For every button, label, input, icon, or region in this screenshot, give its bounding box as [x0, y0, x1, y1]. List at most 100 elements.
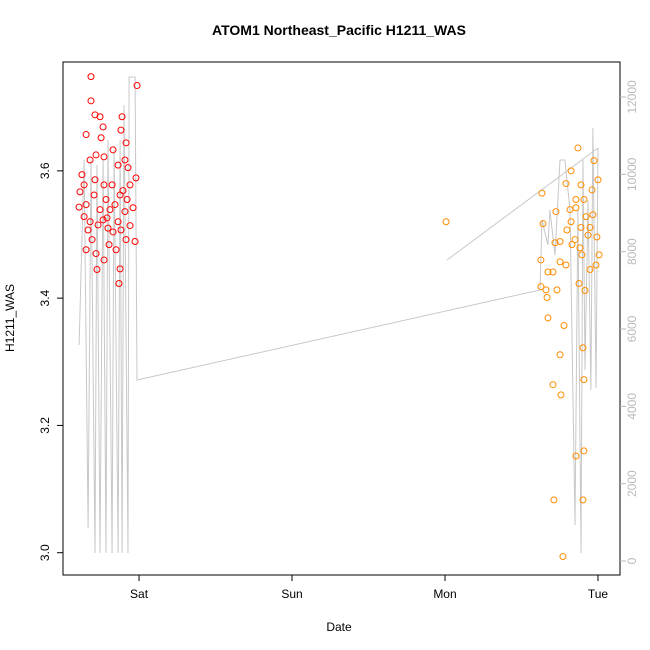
- point: [556, 351, 564, 359]
- point: [114, 161, 122, 169]
- point: [595, 251, 603, 259]
- point: [588, 186, 596, 194]
- point: [94, 221, 102, 229]
- point: [121, 156, 129, 164]
- point: [121, 208, 129, 216]
- point: [544, 268, 552, 276]
- point: [82, 246, 90, 254]
- point: [577, 181, 585, 189]
- y-tick-label: 3.6: [38, 162, 52, 179]
- point: [100, 256, 108, 264]
- point: [563, 226, 571, 234]
- point: [579, 496, 587, 504]
- point: [537, 256, 545, 264]
- point: [78, 171, 86, 179]
- point: [572, 204, 580, 212]
- point: [117, 126, 125, 134]
- point: [86, 218, 94, 226]
- point: [126, 222, 134, 230]
- point: [102, 195, 110, 203]
- point: [556, 258, 564, 266]
- plot-frame: [62, 61, 621, 576]
- point: [132, 174, 140, 182]
- point: [91, 176, 99, 184]
- point: [556, 237, 564, 245]
- point: [586, 223, 594, 231]
- point: [579, 344, 587, 352]
- point: [133, 82, 141, 90]
- point: [100, 153, 108, 161]
- point: [117, 226, 125, 234]
- x-tick-label: Tue: [588, 587, 609, 601]
- point: [578, 251, 586, 259]
- point: [576, 244, 584, 252]
- point: [103, 214, 111, 222]
- point: [589, 211, 597, 219]
- point: [553, 286, 561, 294]
- point: [100, 181, 108, 189]
- point: [592, 261, 600, 269]
- point: [87, 97, 95, 105]
- point: [96, 206, 104, 214]
- point: [572, 195, 580, 203]
- y-axis-label: H1211_WAS: [3, 284, 17, 352]
- point: [571, 236, 579, 244]
- point: [567, 218, 575, 226]
- point: [86, 156, 94, 164]
- point: [582, 213, 590, 221]
- point: [109, 146, 117, 154]
- point: [96, 113, 104, 121]
- point: [126, 181, 134, 189]
- y-tick-label: 3.4: [38, 289, 52, 306]
- point: [542, 286, 550, 294]
- point: [124, 164, 132, 172]
- y-tick-label: 3.2: [38, 417, 52, 434]
- point: [76, 188, 84, 196]
- point: [114, 218, 122, 226]
- point: [82, 131, 90, 139]
- point: [129, 204, 137, 212]
- point: [566, 206, 574, 214]
- point: [568, 241, 576, 249]
- point: [106, 206, 114, 214]
- point: [104, 224, 112, 232]
- point: [442, 218, 450, 226]
- point: [87, 73, 95, 81]
- y2-tick-label: 0: [625, 557, 639, 564]
- point: [84, 226, 92, 234]
- point: [549, 268, 557, 276]
- point: [105, 241, 113, 249]
- y2-tick-label: 8000: [625, 238, 639, 265]
- point: [93, 265, 101, 273]
- point: [584, 231, 592, 239]
- point: [538, 189, 546, 197]
- y2-tick-label: 12000: [625, 80, 639, 114]
- point: [575, 279, 583, 287]
- point: [116, 191, 124, 199]
- point: [580, 195, 588, 203]
- point: [552, 208, 560, 216]
- point: [111, 201, 119, 209]
- point: [557, 391, 565, 399]
- point: [559, 553, 567, 561]
- x-axis-label: Date: [326, 620, 352, 634]
- point: [577, 223, 585, 231]
- x-tick-label: Mon: [433, 587, 456, 601]
- point: [75, 203, 83, 211]
- point: [97, 134, 105, 142]
- y2-tick-label: 2000: [625, 470, 639, 497]
- point: [574, 144, 582, 152]
- point: [586, 265, 594, 273]
- point: [108, 181, 116, 189]
- point: [551, 239, 559, 247]
- point: [562, 180, 570, 188]
- point: [594, 176, 602, 184]
- point: [560, 322, 568, 330]
- point: [549, 381, 557, 389]
- x-tick-label: Sat: [130, 587, 149, 601]
- y2-tick-label: 6000: [625, 315, 639, 342]
- point: [550, 496, 558, 504]
- point: [543, 293, 551, 301]
- point: [90, 191, 98, 199]
- point: [109, 228, 117, 236]
